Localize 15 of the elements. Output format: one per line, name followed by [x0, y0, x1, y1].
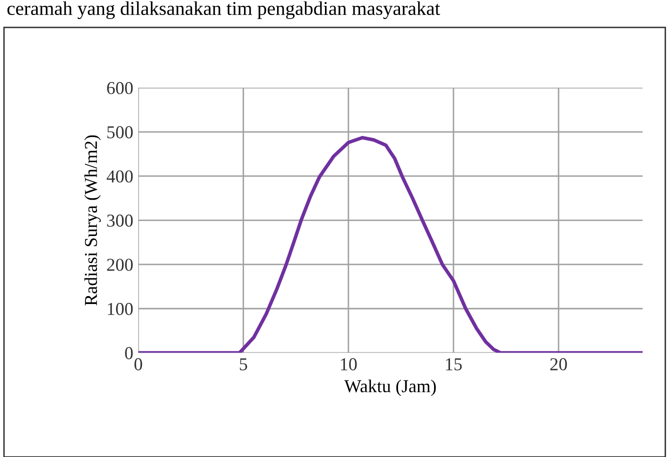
y-tick-label: 300	[107, 214, 133, 227]
x-tick-label: 20	[550, 358, 567, 370]
y-axis-title: Radiasi Surya (Wh/m2)	[84, 135, 101, 306]
y-tick-label: 100	[108, 302, 133, 316]
x-tick-label: 15	[446, 358, 462, 370]
x-tick-label: 5	[240, 358, 248, 370]
y-tick-label: 0	[125, 347, 133, 360]
y-tick-label: 600	[107, 82, 133, 94]
x-axis-title: Waktu (Jam)	[344, 380, 436, 396]
x-tick-label: 10	[340, 358, 357, 370]
y-tick-label: 400	[106, 170, 133, 183]
text: ceramah yang dilaksanakan tim pengabdian masyarakat	[7, 1, 440, 20]
y-tick-label: 500	[107, 126, 133, 138]
y-tick-label: 200	[107, 258, 133, 271]
x-tick-label: 0	[134, 358, 142, 370]
